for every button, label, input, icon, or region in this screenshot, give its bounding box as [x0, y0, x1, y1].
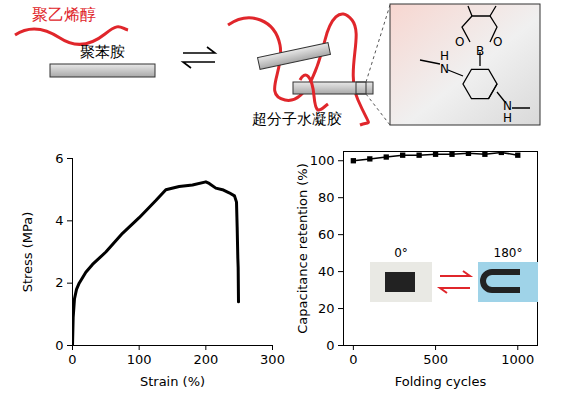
svg-text:200: 200 [193, 352, 218, 367]
svg-text:20: 20 [318, 301, 335, 316]
svg-text:0°: 0° [394, 246, 408, 260]
svg-text:100: 100 [310, 153, 335, 168]
svg-text:300: 300 [260, 352, 285, 367]
svg-text:N: N [503, 99, 512, 113]
svg-text:0: 0 [55, 338, 63, 353]
svg-text:40: 40 [318, 264, 335, 279]
svg-text:H: H [503, 111, 512, 125]
svg-text:0: 0 [326, 338, 334, 353]
svg-text:Folding cycles: Folding cycles [395, 374, 487, 389]
svg-text:1000: 1000 [501, 352, 534, 367]
svg-text:0: 0 [68, 352, 76, 367]
svg-text:聚乙烯醇: 聚乙烯醇 [32, 5, 96, 24]
svg-text:2: 2 [55, 275, 63, 290]
svg-text:O: O [493, 35, 502, 49]
svg-text:100: 100 [127, 352, 152, 367]
svg-text:180°: 180° [494, 246, 523, 260]
svg-text:超分子水凝胶: 超分子水凝胶 [252, 110, 342, 128]
svg-text:Capacitance retention (%): Capacitance retention (%) [295, 163, 310, 334]
svg-text:4: 4 [55, 213, 63, 228]
svg-text:B: B [476, 44, 484, 58]
svg-text:6: 6 [55, 151, 63, 166]
svg-text:聚苯胺: 聚苯胺 [80, 43, 125, 61]
svg-text:O: O [455, 35, 464, 49]
svg-text:Stress (MPa): Stress (MPa) [20, 212, 35, 293]
svg-text:H: H [440, 49, 449, 63]
svg-text:500: 500 [423, 352, 448, 367]
svg-text:60: 60 [318, 227, 335, 242]
svg-text:Strain (%): Strain (%) [140, 374, 205, 389]
svg-text:0: 0 [349, 352, 357, 367]
svg-text:80: 80 [318, 190, 335, 205]
svg-text:N: N [440, 62, 449, 76]
